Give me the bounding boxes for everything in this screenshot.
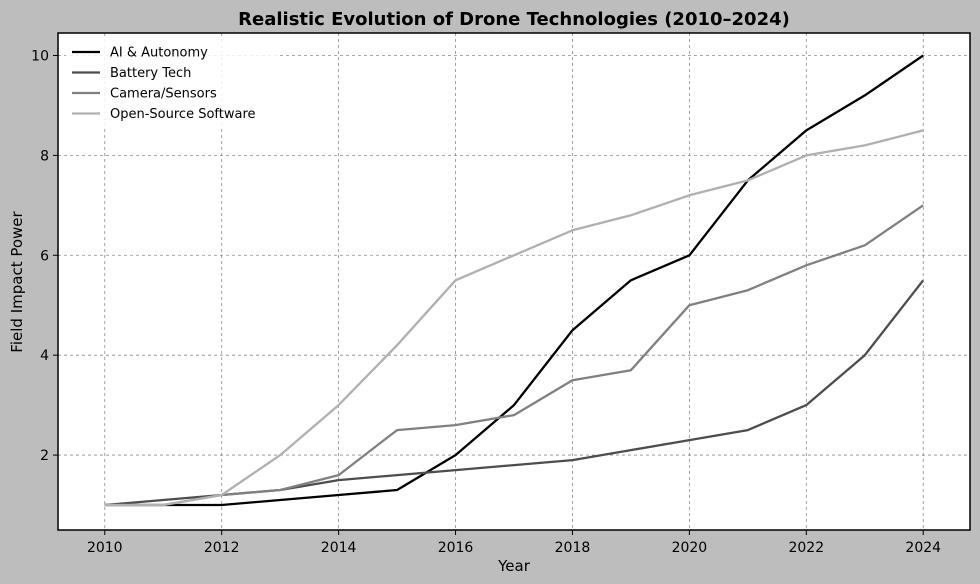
x-tick-label: 2010: [87, 540, 123, 556]
x-tick-label: 2022: [788, 540, 824, 556]
x-tick-label: 2018: [555, 540, 591, 556]
legend-box: [66, 39, 278, 129]
plot-frame: [57, 32, 971, 531]
x-axis-label: Year: [497, 557, 531, 575]
x-tick-label: 2012: [204, 540, 240, 556]
y-axis-ticks: 2 4 6 8 10: [31, 48, 58, 464]
series-line-2: [104, 204, 924, 507]
x-tick-label: 2016: [438, 540, 474, 556]
x-axis-ticks: 2010 2012 2014 2016 2018 2020 2022 2024: [87, 530, 941, 556]
x-tick-label: 2014: [321, 540, 357, 556]
x-tick-label: 2020: [672, 540, 708, 556]
y-tick-label: 10: [31, 48, 49, 64]
series-line-0: [104, 54, 924, 507]
y-axis-label: Field Impact Power: [8, 210, 26, 352]
y-tick-label: 4: [40, 348, 49, 364]
y-tick-label: 8: [40, 148, 49, 164]
legend: AI & Autonomy Battery Tech Camera/Sensors O…: [66, 39, 278, 129]
legend-label: Open-Source Software: [110, 107, 256, 122]
chart-title: Realistic Evolution of Drone Technologie…: [238, 9, 790, 30]
y-tick-label: 2: [40, 448, 49, 464]
legend-label: AI & Autonomy: [110, 46, 208, 61]
x-tick-label: 2024: [905, 540, 941, 556]
y-tick-label: 6: [40, 248, 49, 264]
legend-label: Battery Tech: [110, 66, 191, 81]
series-line-3: [104, 129, 924, 507]
series-lines: [104, 54, 925, 507]
legend-label: Camera/Sensors: [110, 87, 217, 102]
